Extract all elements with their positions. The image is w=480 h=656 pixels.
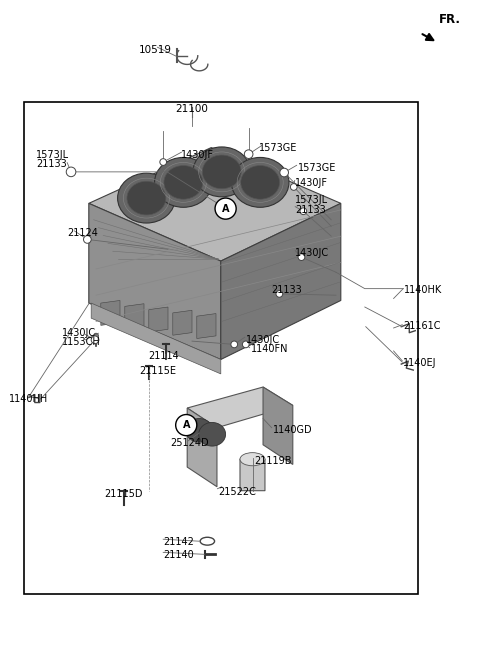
Polygon shape	[149, 307, 168, 332]
Text: 1140GD: 1140GD	[273, 425, 312, 435]
Circle shape	[176, 415, 197, 436]
Polygon shape	[197, 314, 216, 338]
Ellipse shape	[186, 419, 213, 442]
Text: 21133: 21133	[295, 205, 326, 215]
Circle shape	[298, 254, 305, 260]
Text: A: A	[222, 203, 229, 214]
Ellipse shape	[231, 157, 289, 207]
Circle shape	[276, 291, 283, 297]
Text: 21133: 21133	[36, 159, 67, 169]
Text: 1573GE: 1573GE	[259, 143, 298, 153]
Text: 1430JF: 1430JF	[181, 150, 215, 159]
Polygon shape	[173, 310, 192, 335]
Ellipse shape	[94, 333, 98, 338]
Circle shape	[280, 168, 288, 177]
Text: 21133: 21133	[271, 285, 302, 295]
Text: 1140HH: 1140HH	[9, 394, 48, 403]
Text: 1140FN: 1140FN	[251, 344, 288, 354]
Polygon shape	[101, 300, 120, 325]
Circle shape	[91, 336, 99, 344]
FancyBboxPatch shape	[240, 459, 265, 491]
Polygon shape	[125, 304, 144, 329]
Circle shape	[300, 208, 307, 215]
Ellipse shape	[155, 157, 212, 207]
Text: 1430JC: 1430JC	[62, 328, 96, 338]
Text: A: A	[182, 420, 190, 430]
Text: 21142: 21142	[163, 537, 194, 546]
Polygon shape	[221, 203, 341, 359]
Circle shape	[231, 341, 238, 348]
Text: 25124D: 25124D	[170, 438, 209, 448]
Ellipse shape	[241, 165, 279, 199]
Text: 1140EJ: 1140EJ	[403, 358, 437, 367]
Text: 21114: 21114	[148, 351, 179, 361]
Text: 1153CH: 1153CH	[62, 337, 101, 347]
Circle shape	[66, 167, 76, 176]
Text: 1140HK: 1140HK	[404, 285, 443, 295]
Polygon shape	[187, 408, 217, 487]
Polygon shape	[89, 203, 221, 359]
Circle shape	[84, 236, 91, 243]
Text: 1430JF: 1430JF	[295, 178, 328, 188]
Text: 1430JC: 1430JC	[295, 248, 329, 258]
Circle shape	[215, 198, 236, 219]
Text: 21124: 21124	[67, 228, 98, 238]
Text: 21522C: 21522C	[218, 487, 256, 497]
Text: 21115D: 21115D	[105, 489, 143, 499]
Text: 21161C: 21161C	[403, 321, 441, 331]
Ellipse shape	[164, 165, 203, 199]
Circle shape	[290, 184, 297, 190]
Text: 21140: 21140	[163, 550, 194, 560]
Text: 1430JC: 1430JC	[246, 335, 280, 344]
Polygon shape	[89, 148, 341, 261]
Text: 1573JL: 1573JL	[36, 150, 69, 159]
Ellipse shape	[118, 173, 175, 223]
Text: 1573JL: 1573JL	[295, 195, 328, 205]
Bar	[24, 102, 418, 594]
Text: 21115E: 21115E	[139, 366, 176, 376]
Ellipse shape	[193, 147, 251, 197]
Ellipse shape	[199, 422, 226, 446]
Text: 1573GE: 1573GE	[298, 163, 336, 173]
Text: 21119B: 21119B	[254, 456, 292, 466]
Text: 21100: 21100	[176, 104, 208, 113]
Text: FR.: FR.	[439, 13, 461, 26]
Circle shape	[160, 159, 167, 165]
Polygon shape	[263, 387, 293, 464]
Polygon shape	[91, 303, 221, 374]
Circle shape	[244, 150, 253, 159]
Ellipse shape	[203, 155, 241, 189]
Ellipse shape	[127, 181, 166, 215]
Polygon shape	[187, 387, 293, 428]
Text: 10519: 10519	[139, 45, 172, 54]
Circle shape	[242, 341, 249, 348]
Ellipse shape	[240, 453, 265, 466]
